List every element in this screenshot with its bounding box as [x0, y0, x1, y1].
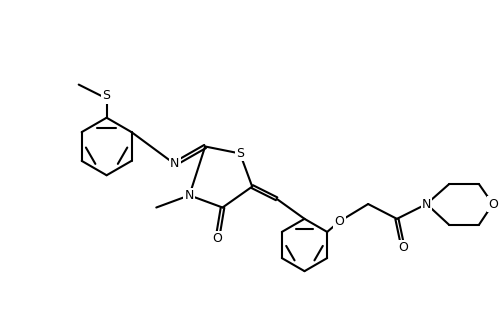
Text: N: N — [170, 157, 179, 171]
Text: O: O — [334, 215, 344, 228]
Text: N: N — [170, 157, 179, 171]
Text: N: N — [184, 189, 194, 202]
Text: O: O — [334, 215, 344, 228]
Text: S: S — [102, 89, 110, 102]
Text: S: S — [236, 147, 244, 160]
Text: O: O — [488, 197, 498, 211]
Text: S: S — [102, 89, 110, 102]
Text: O: O — [398, 241, 408, 254]
Text: O: O — [212, 232, 222, 245]
Text: O: O — [488, 197, 498, 211]
Text: N: N — [422, 197, 431, 211]
Text: O: O — [212, 232, 222, 245]
Text: O: O — [398, 241, 408, 254]
Text: S: S — [236, 147, 244, 160]
Text: N: N — [422, 197, 431, 211]
Text: N: N — [184, 189, 194, 202]
